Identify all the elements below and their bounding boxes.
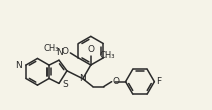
- Text: O: O: [87, 45, 94, 54]
- Text: N: N: [80, 74, 86, 83]
- Text: CH₃: CH₃: [100, 51, 115, 60]
- Text: O: O: [113, 77, 120, 86]
- Text: F: F: [156, 77, 162, 86]
- Text: N: N: [15, 61, 22, 70]
- Text: CH₃: CH₃: [44, 44, 59, 53]
- Text: N: N: [57, 48, 63, 57]
- Text: O: O: [61, 47, 68, 56]
- Text: S: S: [62, 80, 68, 89]
